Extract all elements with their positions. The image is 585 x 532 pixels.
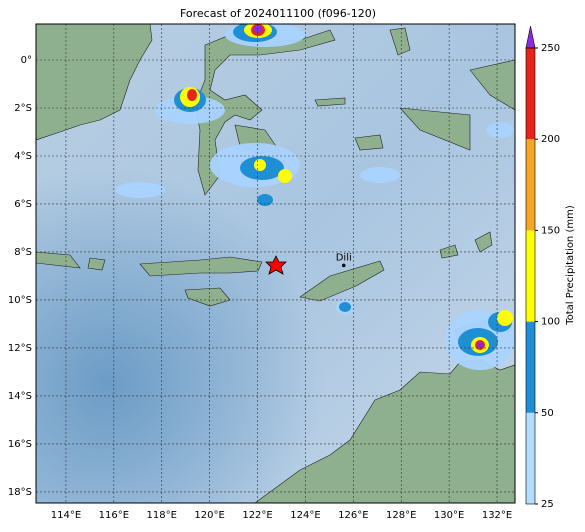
x-tick-label: 118°E [147,510,177,521]
y-tick-label: 0° [21,55,32,66]
colorbar-extend [525,25,536,49]
map-area [36,24,515,503]
colorbar-segment [526,230,535,322]
place-dot [341,263,346,268]
y-tick-label: 10°S [8,295,32,306]
x-tick-label: 132°E [482,510,512,521]
colorbar-segment [526,48,535,140]
y-tick-label: 2°S [14,103,32,114]
colorbar-tick-label: 150 [541,225,560,236]
star-marker [265,255,287,275]
y-tick-label: 4°S [14,151,32,162]
y-tick-label: 14°S [8,391,32,402]
x-tick-label: 130°E [434,510,464,521]
y-tick-label: 6°S [14,199,32,210]
y-tick-label: 12°S [8,343,32,354]
x-tick-label: 122°E [242,510,272,521]
colorbar-segment [526,412,535,504]
colorbar: 25 50 100 150 200 250 [525,25,560,510]
map-frame [35,23,516,504]
map-title: Forecast of 2024011100 (f096-120) [180,7,376,20]
x-tick-label: 114°E [51,510,81,521]
y-tick-label: 18°S [8,487,32,498]
x-tick-label: 124°E [290,510,320,521]
x-tick-label: 116°E [99,510,129,521]
colorbar-tick-label: 200 [541,134,560,145]
x-tick-label: 128°E [386,510,416,521]
colorbar-segment [526,321,535,413]
colorbar-tick-label: 50 [541,408,554,419]
colorbar-tick-label: 250 [541,43,560,54]
colorbar-tick-label: 100 [541,317,560,328]
colorbar-frame [525,47,536,505]
place-label: Dili [336,252,352,263]
y-tick-label: 16°S [8,439,32,450]
x-tick-label: 120°E [194,510,224,521]
colorbar-label: Total Precipitation (mm) [565,205,576,326]
x-tick-label: 126°E [338,510,368,521]
colorbar-tick-label: 25 [541,499,554,510]
precipitation [115,24,515,370]
colorbar-segment [526,139,535,231]
y-tick-label: 8°S [14,247,32,258]
